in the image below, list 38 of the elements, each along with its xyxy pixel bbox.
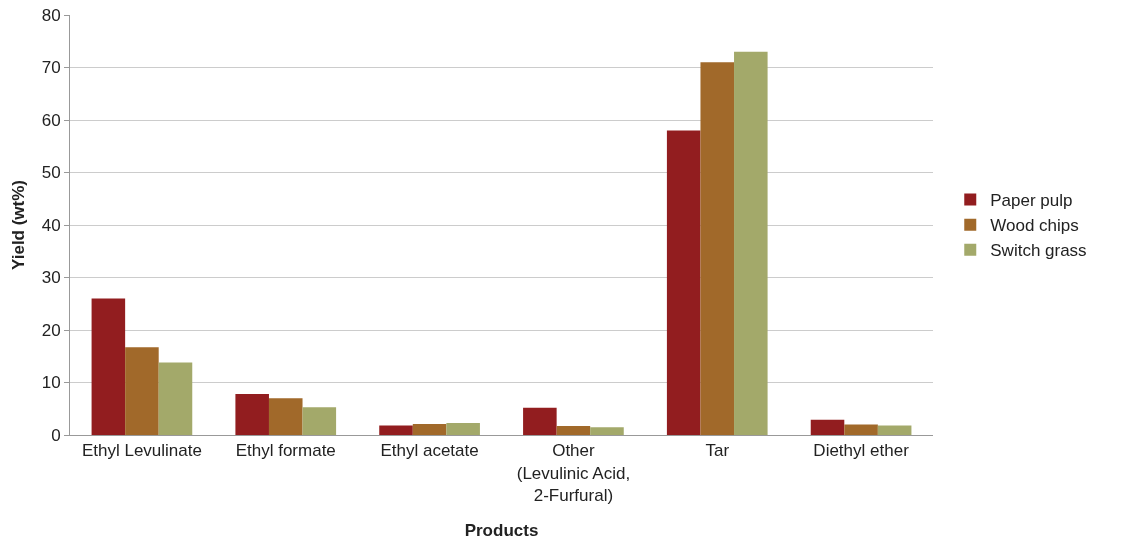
bar <box>590 427 624 435</box>
legend-label: Wood chips <box>990 216 1079 236</box>
bar <box>235 394 269 435</box>
bar <box>125 347 159 435</box>
x-axis-title: Products <box>464 521 539 540</box>
bar <box>446 422 480 435</box>
bar <box>523 407 557 435</box>
bar <box>268 398 303 435</box>
x-tick-label: Other (Levulinic Acid, 2-Furfural) <box>516 441 631 505</box>
legend-label: Switch grass <box>990 241 1087 261</box>
y-tick-label: 60 <box>41 110 61 130</box>
bar <box>734 51 768 435</box>
x-tick-label: Diethyl ether <box>813 441 910 461</box>
y-tick-label: 70 <box>41 58 61 78</box>
y-tick-label: 40 <box>41 215 61 235</box>
y-tick-label: 0 <box>51 425 61 445</box>
x-tick-label: Tar <box>705 441 730 461</box>
bar <box>666 130 701 435</box>
y-tick-label: 50 <box>41 163 61 183</box>
y-tick-label: 80 <box>41 5 61 25</box>
bar <box>91 298 126 435</box>
bar <box>700 62 735 435</box>
y-tick-label: 10 <box>41 373 61 393</box>
bar <box>844 424 878 435</box>
bar <box>412 423 447 435</box>
bar <box>302 407 337 435</box>
x-tick-label: Ethyl acetate <box>380 441 479 461</box>
x-tick-label: Ethyl formate <box>235 441 336 461</box>
bar <box>556 426 591 435</box>
bar <box>158 362 193 435</box>
y-tick-label: 30 <box>41 268 61 288</box>
y-tick-label: 20 <box>41 320 61 340</box>
x-tick-label: Ethyl Levulinate <box>81 441 202 461</box>
bar <box>379 425 413 435</box>
bar <box>810 419 845 435</box>
bar <box>877 425 912 435</box>
y-axis-title: Yield (wt%) <box>9 179 29 271</box>
legend-label: Paper pulp <box>990 191 1073 211</box>
